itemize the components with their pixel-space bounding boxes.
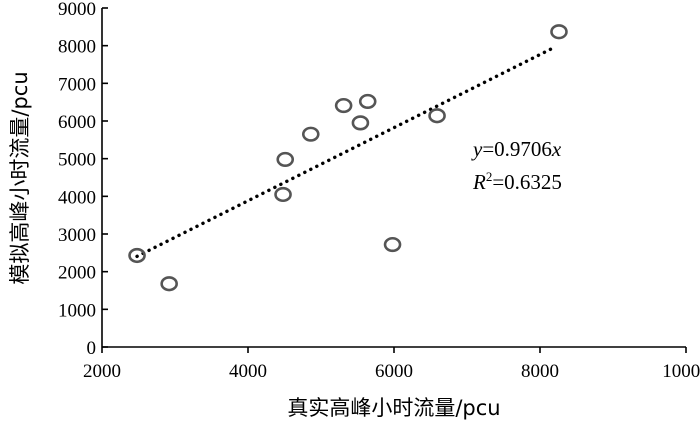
y-tick-label: 6000 xyxy=(58,112,96,133)
x-tick-label: 6000 xyxy=(375,361,413,382)
data-point xyxy=(383,236,402,253)
x-ticks: 2000 4000 6000 8000 10000 xyxy=(83,347,700,382)
data-point xyxy=(274,186,292,203)
y-tick-label: 2000 xyxy=(58,263,96,284)
y-tick-label: 8000 xyxy=(58,37,96,58)
data-point xyxy=(550,24,568,40)
x-tick-label: 2000 xyxy=(83,361,121,382)
points-group xyxy=(128,24,568,292)
y-tick-label: 5000 xyxy=(58,150,96,171)
axes xyxy=(101,8,686,348)
r-squared-annotation: R2=0.6325 xyxy=(472,169,562,194)
y-tick-label: 7000 xyxy=(58,74,96,95)
equation-x-var: x xyxy=(551,137,562,161)
data-point xyxy=(428,108,446,124)
data-point xyxy=(351,115,370,131)
y-tick-label: 9000 xyxy=(58,0,96,20)
data-point xyxy=(301,126,320,142)
r2-value: =0.6325 xyxy=(492,170,562,194)
equation-y-var: y xyxy=(471,137,483,161)
data-point xyxy=(128,247,146,264)
y-tick-label: 0 xyxy=(87,338,97,359)
y-tick-label: 4000 xyxy=(58,187,96,208)
y-tick-label: 1000 xyxy=(58,300,96,321)
data-point xyxy=(358,93,377,110)
y-axis-title: 模拟高峰小时流量/pcu xyxy=(8,71,32,284)
equation-coefficient: =0.9706 xyxy=(482,137,552,161)
y-ticks: 0 1000 2000 3000 4000 5000 6000 7000 8000 9000 xyxy=(58,0,108,359)
data-point xyxy=(334,97,353,114)
x-tick-label: 4000 xyxy=(229,361,267,382)
x-tick-label: 8000 xyxy=(521,361,559,382)
equation-annotation: y=0.9706x xyxy=(471,137,562,161)
r2-superscript: 2 xyxy=(486,169,493,184)
x-axis-title: 真实高峰小时流量/pcu xyxy=(287,396,500,420)
r2-letter: R xyxy=(472,170,486,194)
data-point xyxy=(160,276,178,292)
x-tick-label: 10000 xyxy=(662,361,700,382)
y-tick-label: 3000 xyxy=(58,225,96,246)
trendline xyxy=(135,45,557,259)
trendline-group xyxy=(135,45,557,259)
data-point xyxy=(276,151,295,168)
